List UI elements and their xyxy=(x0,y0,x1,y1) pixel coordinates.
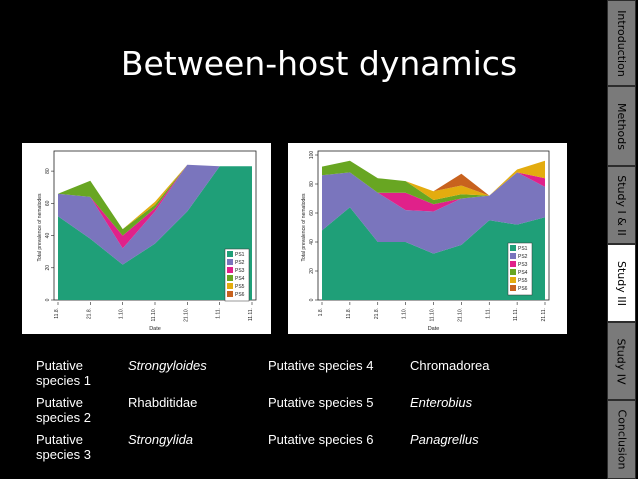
area-series-ps4 xyxy=(58,164,252,236)
x-tick-label: 1.11. xyxy=(216,308,222,319)
species-label: Putative species 5 xyxy=(268,395,374,410)
x-tick-label: 11.11. xyxy=(513,308,519,321)
legend-label: PS5 xyxy=(518,278,528,284)
species-taxon: Rhabditidae xyxy=(128,395,198,410)
y-tick-label: 40 xyxy=(309,239,315,245)
legend-label: PS6 xyxy=(518,286,528,292)
legend-swatch-ps1 xyxy=(510,245,516,251)
x-axis-label: Date xyxy=(428,326,440,332)
legend-label: PS1 xyxy=(518,246,528,252)
y-tick-label: 80 xyxy=(309,181,315,187)
legend-swatch-ps3 xyxy=(227,267,233,273)
species-taxon: Strongylida xyxy=(128,432,194,447)
x-tick-label: 1.8. xyxy=(318,308,324,316)
y-tick-label: 60 xyxy=(45,200,51,206)
x-tick-label: 11.10. xyxy=(430,308,436,322)
section-nav: Introduction Methods Study I & II Study … xyxy=(607,0,638,479)
legend-swatch-ps3 xyxy=(510,261,516,267)
chart-panel-left: 0 20 40 60 80 11.8. 21.8. 1.10. 11.10. 21.10. 1.11… xyxy=(22,143,271,334)
species-label: Putative species 6 xyxy=(268,432,374,447)
x-tick-label: 21.8. xyxy=(374,308,380,319)
y-axis-label: Total prevalence of nematodes xyxy=(301,193,307,262)
species-label: Putative species 2 xyxy=(36,395,91,425)
table-row: Putative species 1 Strongyloides Putativ… xyxy=(36,358,490,395)
area-series-ps2 xyxy=(58,164,252,265)
tab-introduction[interactable]: Introduction xyxy=(607,0,636,86)
x-tick-label: 21.8. xyxy=(86,308,92,319)
tab-methods[interactable]: Methods xyxy=(607,86,636,166)
tab-label: Study I & II xyxy=(615,174,628,236)
x-tick-label: 11.10. xyxy=(151,308,157,322)
slide-title: Between-host dynamics xyxy=(120,44,518,83)
table-row: Putative species 2 Rhabditidae Putative … xyxy=(36,395,490,432)
x-tick-label: 11.8. xyxy=(54,308,60,319)
legend-label: PS1 xyxy=(235,252,245,258)
x-tick-label: 1.10. xyxy=(402,308,408,319)
x-axis-label: Date xyxy=(149,326,161,332)
legend-swatch-ps4 xyxy=(227,275,233,281)
legend-label: PS4 xyxy=(235,276,245,282)
legend-swatch-ps5 xyxy=(227,283,233,289)
x-tick-label: 21.11. xyxy=(541,308,547,322)
area-series-ps2 xyxy=(322,172,545,254)
y-tick-label: 0 xyxy=(45,298,51,301)
legend-label: PS5 xyxy=(235,284,245,290)
legend-swatch-ps2 xyxy=(227,259,233,265)
tab-label: Conclusion xyxy=(615,409,629,470)
area-series-ps1 xyxy=(58,166,252,300)
legend-label: PS2 xyxy=(518,254,528,260)
y-axis-label: Total prevalence of nematodes xyxy=(37,193,43,262)
legend-swatch-ps4 xyxy=(510,269,516,275)
legend-label: PS4 xyxy=(518,270,528,276)
chart-panel-right: 0 20 40 60 80 100 1.8. 11.8. 21.8. 1.10. 11.10. 21.… xyxy=(288,143,567,334)
x-tick-label: 21.10. xyxy=(457,308,463,322)
y-tick-label: 20 xyxy=(45,265,51,271)
tab-study-4[interactable]: Study IV xyxy=(607,322,636,400)
x-tick-label: 1.10. xyxy=(119,308,125,319)
legend-swatch-ps1 xyxy=(227,251,233,257)
y-tick-label: 40 xyxy=(45,233,51,239)
x-tick-label: 11.8. xyxy=(346,308,352,319)
species-table: Putative species 1 Strongyloides Putativ… xyxy=(36,358,490,469)
tab-study-1-2[interactable]: Study I & II xyxy=(607,166,636,244)
species-label: Putative species 1 xyxy=(36,358,91,388)
species-label: Putative species 3 xyxy=(36,432,91,462)
y-tick-label: 60 xyxy=(309,210,315,216)
legend-swatch-ps6 xyxy=(510,285,516,291)
legend-swatch-ps2 xyxy=(510,253,516,259)
area-series-ps5 xyxy=(322,160,545,200)
prevalence-chart-right: 0 20 40 60 80 100 1.8. 11.8. 21.8. 1.10. 11.10. 21.… xyxy=(301,150,550,332)
tab-label: Study IV xyxy=(615,337,628,385)
species-taxon: Panagrellus xyxy=(410,432,479,447)
species-taxon: Strongyloides xyxy=(128,358,207,373)
tab-label: Introduction xyxy=(615,9,628,77)
tab-label: Study III xyxy=(615,260,628,306)
area-series-ps3 xyxy=(58,164,252,249)
area-series-ps4 xyxy=(322,160,545,205)
legend-label: PS6 xyxy=(235,292,245,298)
species-label: Putative species 4 xyxy=(268,358,374,373)
y-tick-label: 0 xyxy=(309,298,315,301)
tab-study-3[interactable]: Study III xyxy=(607,244,636,322)
x-tick-label: 11.11. xyxy=(248,308,254,321)
y-tick-label: 100 xyxy=(309,151,315,160)
legend-label: PS3 xyxy=(518,262,528,268)
legend-label: PS3 xyxy=(235,268,245,274)
tab-label: Methods xyxy=(615,102,628,150)
prevalence-chart-left: 0 20 40 60 80 11.8. 21.8. 1.10. 11.10. 21.10. 1.11… xyxy=(37,150,257,332)
species-taxon: Enterobius xyxy=(410,395,473,410)
legend-swatch-ps5 xyxy=(510,277,516,283)
y-tick-label: 80 xyxy=(45,168,51,174)
x-tick-label: 1.11. xyxy=(485,308,491,319)
table-row: Putative species 3 Strongylida Putative … xyxy=(36,432,490,469)
legend-label: PS2 xyxy=(235,260,245,266)
tab-conclusion[interactable]: Conclusion xyxy=(607,400,636,479)
species-taxon: Chromadorea xyxy=(410,358,490,373)
x-tick-label: 21.10. xyxy=(183,308,189,322)
y-tick-label: 20 xyxy=(309,268,315,274)
legend-swatch-ps6 xyxy=(227,291,233,297)
area-series-ps1 xyxy=(322,207,545,300)
